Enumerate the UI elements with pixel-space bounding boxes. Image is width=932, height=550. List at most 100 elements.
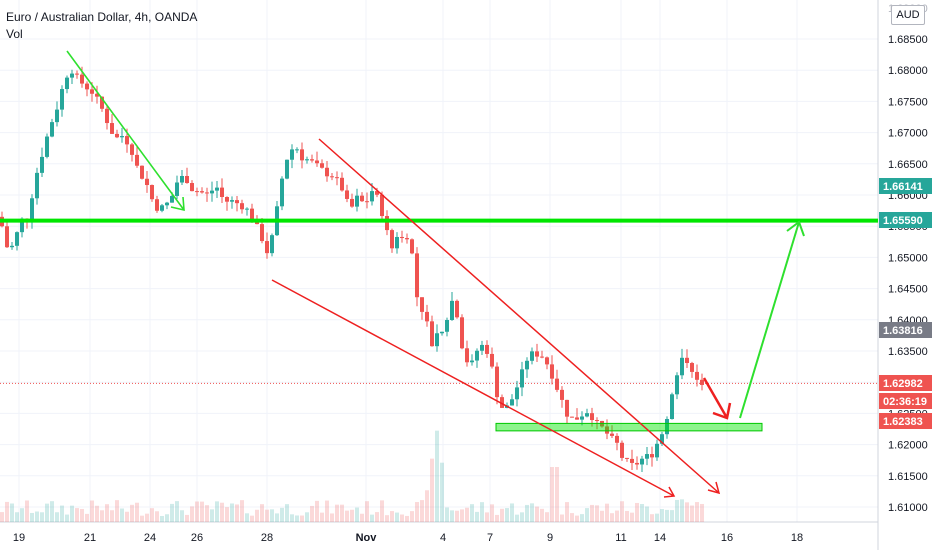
candle-body [200,191,204,193]
support-level-text: 1.62383 [883,416,923,428]
countdown-text: 02:36:19 [883,396,927,408]
volume-bar [495,514,499,522]
support-level-badge [879,413,932,429]
candle-body [150,185,154,200]
volume-bar [375,512,379,522]
y-tick-label: 1.62000 [888,440,928,452]
candle-body [675,375,679,395]
candle-body [15,232,19,246]
candle-body [615,435,619,443]
volume-bar [175,501,179,522]
candle-body [80,74,84,84]
volume-bar [600,510,604,522]
candle-body [475,350,479,361]
candle-body [525,360,529,370]
volume-bar [455,510,459,522]
candle-body [120,136,124,138]
volume-bar [435,430,439,522]
y-tick-label: 1.65000 [888,252,928,264]
volume-bar [100,510,104,522]
candle-body [250,208,254,220]
candle-body [260,224,264,242]
volume-bar [525,504,529,522]
volume-bar [685,502,689,522]
last-price-text: 1.62982 [883,378,923,390]
volume-bar [675,499,679,522]
candle-body [55,109,59,123]
candle-body [335,177,339,179]
volume-bar [370,514,374,522]
volume-bar [400,514,404,522]
countdown-label: 02:36:19 [879,393,932,409]
volume-bar [620,501,624,522]
candle-body [180,175,184,183]
support-zone [495,422,763,432]
volume-bar [460,509,464,522]
x-tick-label: 16 [721,532,733,544]
volume-bar [290,514,294,522]
volume-bar [555,467,559,522]
volume-bar [270,509,274,522]
x-tick-label: 21 [84,532,96,544]
candle-body [245,208,249,210]
candle-body [305,159,309,161]
volume-bar [305,512,309,522]
volume-bar [345,510,349,522]
candle-body [370,191,374,202]
currency-label[interactable]: AUD [891,5,925,25]
candle-body [215,187,219,191]
x-tick-label: 26 [191,532,203,544]
volume-bar [65,514,69,522]
volume-bar [35,511,39,522]
prior-close-badge [879,322,932,338]
volume-bar [395,512,399,522]
candle-body [220,187,224,198]
candle-body [355,195,359,207]
x-tick-label: 14 [654,532,666,544]
resistance-level-label: 1.65590 [879,212,932,228]
y-tick-label: 1.68500 [888,34,928,46]
candle-body [295,149,299,151]
volume-bar [565,502,569,522]
volume-bar [30,512,34,522]
candle-body [265,241,269,254]
resistance-level-badge [879,212,932,228]
candle-body [165,202,169,206]
candle-body [665,419,669,435]
volume-bar [380,500,384,522]
volume-bar [195,501,199,522]
candle-body [375,191,379,195]
candle-body [160,205,164,211]
volume-bar [130,504,134,522]
candle-body [130,144,134,155]
current-price-text: 1.66141 [883,181,923,193]
current-price-label: 1.66141 [879,178,932,194]
candle-body [205,192,209,194]
current-price-badge [879,178,932,194]
candle-body [30,198,34,220]
volume-bar [535,506,539,522]
volume-bar [365,501,369,522]
volume-bar [180,510,184,522]
volume-bar [150,508,154,522]
volume-bar [425,490,429,522]
x-tick-label: 7 [487,532,493,544]
volume-bar [410,511,414,522]
volume-bar [185,514,189,522]
volume-bar [550,467,554,522]
candle-body [580,416,584,420]
volume-bar [585,508,589,522]
volume-bar [5,501,9,522]
candle-body [345,190,349,199]
candle-body [650,454,654,458]
y-tick-label: 1.63500 [888,346,928,358]
volume-bar [25,500,29,522]
candle-body [360,195,364,202]
volume-bar [210,509,214,522]
candle-body [145,178,149,186]
volume-bar [40,512,44,522]
candle-body [515,387,519,400]
channel-upper-arrowhead [707,481,721,495]
volume-bar [15,512,19,522]
